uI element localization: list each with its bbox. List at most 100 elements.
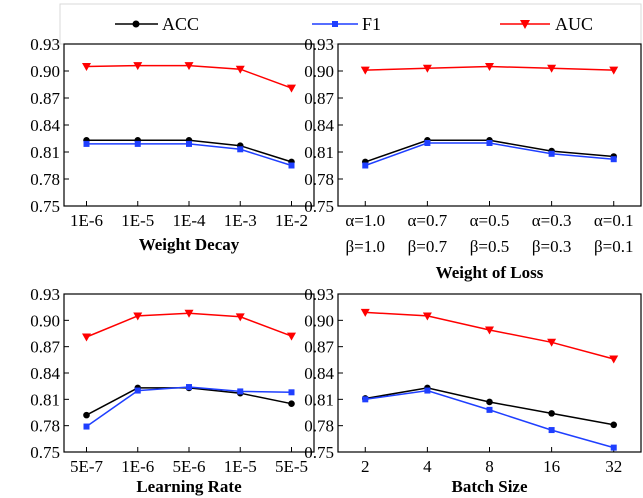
series-auc [82,62,296,93]
x-tick-label: 1E-6 [121,457,154,476]
x-tick-label-secondary: β=0.7 [408,237,448,256]
data-point-f1 [83,140,90,147]
data-point-auc [422,64,432,73]
data-point-f1 [83,423,90,430]
y-tick-label: 0.78 [30,170,60,189]
x-tick-label-secondary: β=0.3 [532,237,572,256]
y-tick-label: 0.93 [30,35,60,54]
legend-marker-acc [132,20,140,28]
y-tick-label: 0.81 [304,390,334,409]
data-point-f1 [424,140,431,146]
chart-panel-3: 0.75 0.78 0.81 0.84 0.87 0.90 0.93 5E-7 1E-6 5E-6… [30,285,315,496]
data-point-f1 [424,387,431,394]
series-line-f1 [86,143,292,167]
series-f1 [83,140,295,169]
x-tick-label: 1E-3 [224,211,257,230]
data-point-f1 [186,140,192,147]
legend-marker-f1 [332,21,338,27]
series-line-auc [365,311,614,360]
y-tick-label: 0.93 [304,35,334,54]
data-point-f1 [610,156,617,163]
legend-marker-auc [520,20,530,29]
x-tick-label: 5E-7 [70,457,104,476]
y-tick-label: 0.93 [30,285,60,304]
data-point-auc [235,313,245,322]
series-line-f1 [365,142,614,167]
data-point-auc [360,66,370,75]
chart-panel-1: 0.75 0.78 0.81 0.84 0.87 0.90 0.93 1E-6 1E-5 1E-4… [30,35,315,254]
data-point-auc [133,312,143,321]
data-point-auc [609,355,619,364]
x-tick-label: 8 [485,457,494,476]
data-point-f1 [134,140,141,147]
x-tick-label: α=0.7 [408,211,448,230]
data-point-f1 [548,150,555,157]
y-tick-label: 0.78 [304,417,334,436]
x-tick-label: 32 [605,457,622,476]
legend-item-acc: ACC [115,14,199,34]
series-auc [360,63,619,75]
y-tick-label: 0.84 [30,364,60,383]
x-tick-label: α=0.1 [594,211,634,230]
data-point-auc [547,64,557,73]
y-tick-label: 0.87 [304,338,334,357]
data-point-f1 [362,162,369,169]
y-tick-label: 0.90 [30,311,60,330]
x-axis-label: Weight Decay [139,235,240,254]
series-auc [360,308,619,364]
data-point-f1 [237,388,244,395]
data-point-auc [287,84,296,93]
legend-item-f1: F1 [312,14,381,34]
data-point-acc [83,411,90,419]
data-point-auc [547,338,557,347]
legend-label-acc: ACC [162,14,199,34]
plot-frame [337,293,642,453]
x-tick-label-secondary: β=0.1 [594,237,634,256]
x-tick-label: 1E-6 [70,211,103,230]
y-tick-label: 0.75 [30,443,60,462]
x-axis-label: Learning Rate [136,477,242,496]
y-tick-label: 0.93 [304,285,334,304]
x-tick-label: 1E-5 [121,211,154,230]
y-tick-label: 0.81 [30,143,60,162]
x-tick-label: 1E-5 [224,457,257,476]
y-tick-label: 0.75 [30,197,60,216]
x-tick-label: 16 [543,457,560,476]
y-tick-label: 0.75 [304,443,334,462]
y-tick-label: 0.84 [30,116,60,135]
y-tick-label: 0.81 [30,390,60,409]
y-tick-label: 0.75 [304,197,334,216]
data-point-f1 [362,396,369,403]
series-auc [82,309,296,342]
data-point-acc [548,410,555,417]
y-tick-label: 0.78 [30,417,60,436]
y-tick-label: 0.90 [30,62,60,81]
y-tick-label: 0.78 [304,170,334,189]
data-point-auc [82,333,91,342]
series-acc [361,384,618,429]
data-point-f1 [548,427,555,434]
x-tick-label: α=1.0 [345,211,385,230]
data-point-f1 [486,406,493,413]
data-point-f1 [237,146,244,153]
series-f1 [83,384,295,430]
charts: 0.75 0.78 0.81 0.84 0.87 0.90 0.93 1E-6 1E-5 1E-4… [30,35,642,496]
data-point-acc [486,398,493,406]
legend-label-auc: AUC [555,14,593,34]
data-point-auc [485,326,494,335]
y-tick-label: 0.87 [30,338,60,357]
series-f1 [362,140,617,169]
x-axis-label: Weight of Loss [436,263,544,282]
y-tick-label: 0.87 [304,89,334,108]
chart-panel-2: 0.75 0.78 0.81 0.84 0.87 0.90 0.93 α=1.0 β=1.0 α=… [304,35,642,282]
y-tick-label: 0.90 [304,311,334,330]
y-tick-label: 0.84 [304,116,334,135]
legend: ACC F1 AUC [59,3,642,45]
x-tick-label: 5E-5 [275,457,308,476]
data-point-f1 [288,162,295,169]
x-tick-label: 5E-6 [172,457,205,476]
legend-item-auc: AUC [500,14,593,34]
data-point-auc [184,62,194,71]
data-point-auc [287,332,296,341]
